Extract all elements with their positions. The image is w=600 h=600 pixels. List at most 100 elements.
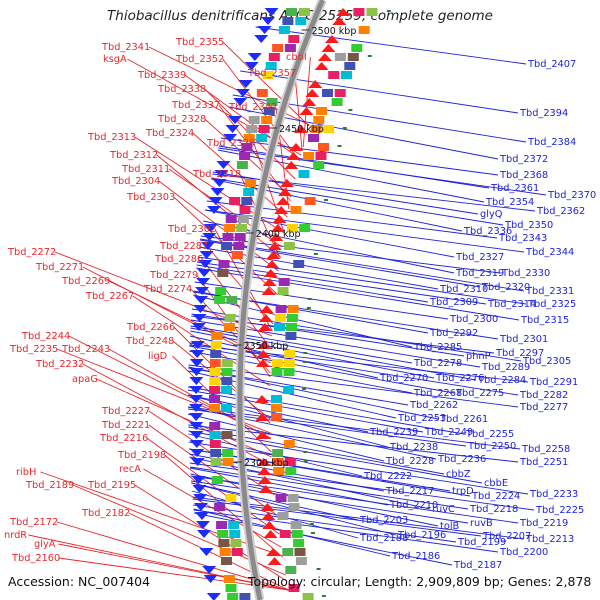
category-block xyxy=(366,8,378,16)
backbone-arc xyxy=(237,0,325,600)
category-block xyxy=(308,134,319,142)
kbp-label: 2400 kbp xyxy=(256,229,301,240)
accession-text: Accession: NC_007404 xyxy=(8,574,151,589)
reverse-connector xyxy=(187,413,385,462)
category-block xyxy=(272,449,284,457)
reverse-gene-label: Tbd_2336 xyxy=(463,226,512,237)
forward-gene-arrow xyxy=(321,44,336,52)
reverse-connector xyxy=(189,448,471,497)
reverse-gene-arrow xyxy=(203,575,218,583)
reverse-connector xyxy=(229,106,499,160)
category-block xyxy=(248,116,260,124)
category-block xyxy=(265,62,277,70)
category-block xyxy=(266,98,278,106)
reverse-gene-arrow xyxy=(261,17,275,25)
category-block xyxy=(287,494,299,502)
reverse-gene-label: Tbd_2314 xyxy=(487,299,536,310)
reverse-gene-arrow xyxy=(223,134,238,142)
forward-gene-arrow xyxy=(308,80,323,88)
reverse-gene-label: Tbd_2213 xyxy=(525,534,574,545)
reverse-gene-label: tolB xyxy=(440,521,460,532)
category-block xyxy=(209,404,220,412)
reverse-connector xyxy=(240,70,519,114)
reverse-gene-arrow xyxy=(196,521,210,529)
gc-tick xyxy=(348,109,353,111)
category-block xyxy=(283,386,295,394)
category-block xyxy=(286,314,298,322)
reverse-gene-label: Tbd_2251 xyxy=(519,457,568,468)
category-block xyxy=(256,89,268,97)
kbp-label: 2450 kbp xyxy=(279,124,324,135)
forward-gene-label: Tbd_2341 xyxy=(101,42,150,53)
category-block xyxy=(331,98,343,106)
reverse-gene-label: cbbE xyxy=(484,478,508,489)
gene-labels: Tbd_2341 Tbd_2355 cbbI ksgA Tbd_2352 Tbd_2357… xyxy=(4,37,596,571)
category-block xyxy=(219,548,231,556)
forward-connector xyxy=(28,534,289,591)
forward-gene-label: Tbd_2244 xyxy=(21,331,70,342)
reverse-gene-label: Tbd_2233 xyxy=(529,489,578,500)
category-block xyxy=(229,197,241,205)
reverse-gene-arrow xyxy=(247,53,262,61)
forward-gene-arrow xyxy=(259,305,274,313)
category-block xyxy=(233,242,245,250)
forward-gene-label: Tbd_2189 xyxy=(25,480,74,491)
label-connector-lines xyxy=(28,26,547,591)
reverse-connector xyxy=(196,264,429,303)
category-block xyxy=(211,332,223,340)
reverse-gene-label: Tbd_2224 xyxy=(471,491,520,502)
kbp-label: 2350 kbp xyxy=(243,341,288,352)
category-block xyxy=(218,539,230,547)
reverse-gene-label: Tbd_2278 xyxy=(413,358,462,369)
forward-gene-label: Tbd_2271 xyxy=(35,262,84,273)
category-block xyxy=(287,224,298,232)
reverse-gene-arrow xyxy=(200,242,215,250)
feature-tracks xyxy=(189,8,391,600)
reverse-gene-label: trpD xyxy=(452,486,474,497)
category-block xyxy=(223,575,235,583)
forward-gene-label: recA xyxy=(119,464,141,475)
genome-summary: Topology: circular; Length: 2,909,809 bp… xyxy=(248,574,592,589)
category-block xyxy=(209,440,221,448)
forward-gene-arrow xyxy=(256,341,271,349)
reverse-gene-label: phnP xyxy=(466,351,491,362)
category-block xyxy=(230,539,242,547)
reverse-gene-arrow xyxy=(214,170,229,178)
reverse-gene-label: Tbd_2225 xyxy=(535,505,584,516)
forward-gene-arrow xyxy=(305,89,320,97)
category-block xyxy=(210,341,222,349)
gc-tick xyxy=(302,361,307,363)
reverse-gene-label: Tbd_2361 xyxy=(490,183,539,194)
category-block xyxy=(293,539,305,547)
reverse-gene-label: cbbZ xyxy=(446,469,471,480)
reverse-gene-arrow xyxy=(257,26,272,34)
category-block xyxy=(218,260,230,268)
category-block xyxy=(271,395,282,403)
reverse-gene-arrow xyxy=(212,179,227,187)
category-block xyxy=(272,458,284,466)
forward-connector xyxy=(58,557,289,591)
category-block xyxy=(268,53,280,61)
category-block xyxy=(226,296,238,304)
category-block xyxy=(275,494,287,502)
category-block xyxy=(243,134,255,142)
category-block xyxy=(223,323,235,331)
reverse-gene-label: glyQ xyxy=(480,209,503,220)
reverse-gene-arrow xyxy=(190,341,205,349)
forward-gene-label: Tbd_2195 xyxy=(87,480,136,491)
category-block xyxy=(313,116,325,124)
gc-tick xyxy=(386,10,391,12)
reverse-connector xyxy=(187,408,467,447)
gc-tick xyxy=(321,595,326,597)
gc-tick xyxy=(309,523,314,525)
gc-tick xyxy=(306,307,311,309)
category-block xyxy=(209,359,221,367)
forward-gene-arrow xyxy=(270,224,285,232)
category-block xyxy=(322,89,333,97)
reverse-gene-label: Tbd_2282 xyxy=(519,390,568,401)
forward-gene-label: Tbd_2318 xyxy=(192,169,241,180)
reverse-gene-label: Tbd_2292 xyxy=(429,328,478,339)
reverse-gene-arrow xyxy=(189,395,203,403)
reverse-gene-arrow xyxy=(189,431,204,439)
